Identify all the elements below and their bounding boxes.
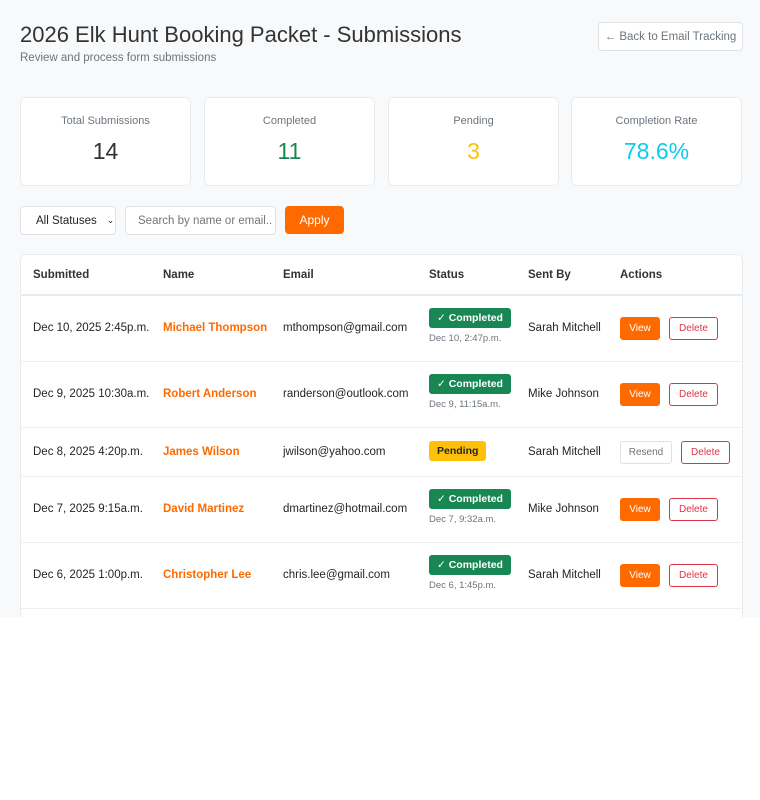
resend-button[interactable]: Resend [620,440,672,464]
delete-button[interactable]: Delete [669,498,718,521]
page-title: 2026 Elk Hunt Booking Packet - Submissio… [20,22,462,47]
table-row: Dec 8, 2025 4:20p.m. James Wilson jwilso… [21,428,742,477]
stat-card: Pending 3 [388,97,559,186]
status-filter-select[interactable]: All Statuses ⌄ [20,206,116,235]
table-row: Dec 10, 2025 2:45p.m. Michael Thompson m… [21,296,742,362]
sent-by: Sarah Mitchell [528,569,601,581]
page-subtitle: Review and process form submissions [20,52,217,64]
column-header-name: Name [163,269,195,281]
view-button[interactable]: View [620,317,660,340]
back-to-email-tracking-button[interactable]: ← Back to Email Tracking [598,22,743,51]
submitter-name-link[interactable]: James Wilson [163,445,240,458]
submitter-email: jwilson@yahoo.com [283,445,386,458]
search-input[interactable] [125,206,276,235]
table-row: Dec 6, 2025 1:00p.m. Christopher Lee chr… [21,543,742,609]
stat-label: Total Submissions [61,115,150,127]
stat-value: 3 [467,138,480,164]
row-actions: View Delete [620,383,718,406]
submitted-date: Dec 7, 2025 9:15a.m. [33,503,143,515]
view-button[interactable]: View [620,383,660,406]
row-actions: View Delete [620,498,718,521]
status-badge: ✓ Completed [429,308,511,328]
apply-button[interactable]: Apply [285,206,344,234]
stat-card: Total Submissions 14 [20,97,191,186]
delete-button[interactable]: Delete [669,564,718,587]
stat-label: Completed [262,115,317,127]
row-actions: Resend Delete [620,440,730,464]
stat-label: Pending [453,115,494,127]
status-badge: Pending [429,440,487,461]
status-date: Dec 10, 2:47p.m. [429,333,502,344]
submitter-email: dmartinez@hotmail.com [283,503,408,515]
column-header-status: Status [429,269,465,281]
submissions-table: Submitted Name Email Status Sent By Acti… [20,254,743,617]
status-badge: ✓ Completed [429,489,511,509]
page: 2026 Elk Hunt Booking Packet - Submissio… [20,22,743,617]
status-filter-value: All Statuses [36,214,97,227]
status-date: Dec 7, 9:32a.m. [429,514,497,525]
column-header-sent-by: Sent By [528,269,571,281]
stat-card: Completed 11 [204,97,375,186]
status-badge: ✓ Completed [429,555,511,575]
table-row: Dec 7, 2025 9:15a.m. David Martinez dmar… [21,477,742,543]
submitted-date: Dec 8, 2025 4:20p.m. [33,445,143,458]
view-button[interactable]: View [620,564,660,587]
submitter-name-link[interactable]: Christopher Lee [163,569,252,581]
submitter-email: randerson@outlook.com [283,388,409,400]
stat-value: 14 [92,138,119,164]
column-header-actions: Actions [620,269,663,281]
submitter-name-link[interactable]: David Martinez [163,503,245,515]
submitter-email: chris.lee@gmail.com [283,569,390,581]
submitter-name-link[interactable]: Robert Anderson [163,388,257,400]
delete-button[interactable]: Delete [669,317,718,340]
stat-value: 11 [277,138,302,164]
table-header: Submitted Name Email Status Sent By Acti… [21,255,742,296]
sent-by: Sarah Mitchell [528,322,601,334]
stat-card: Completion Rate 78.6% [571,97,742,186]
row-actions: View Delete [620,564,718,587]
sent-by: Sarah Mitchell [528,445,601,458]
status-date: Dec 9, 11:15a.m. [429,399,501,410]
stat-label: Completion Rate [615,115,698,127]
submitter-name-link[interactable]: Michael Thompson [163,322,268,334]
table-row: Dec 9, 2025 10:30a.m. Robert Anderson ra… [21,362,742,428]
status-date: Dec 6, 1:45p.m. [429,580,497,591]
status-badge: ✓ Completed [429,374,511,394]
sent-by: Mike Johnson [528,503,599,515]
submitted-date: Dec 10, 2025 2:45p.m. [33,322,150,334]
row-actions: View Delete [620,317,718,340]
column-header-email: Email [283,269,314,281]
submitter-email: mthompson@gmail.com [283,322,408,334]
chevron-down-icon: ⌄ [106,215,115,225]
column-header-submitted: Submitted [33,269,90,281]
delete-button[interactable]: Delete [681,440,730,464]
delete-button[interactable]: Delete [669,383,718,406]
view-button[interactable]: View [620,498,660,521]
sent-by: Mike Johnson [528,388,599,400]
submitted-date: Dec 9, 2025 10:30a.m. [33,388,150,400]
stat-value: 78.6% [623,138,690,164]
submitted-date: Dec 6, 2025 1:00p.m. [33,569,143,581]
